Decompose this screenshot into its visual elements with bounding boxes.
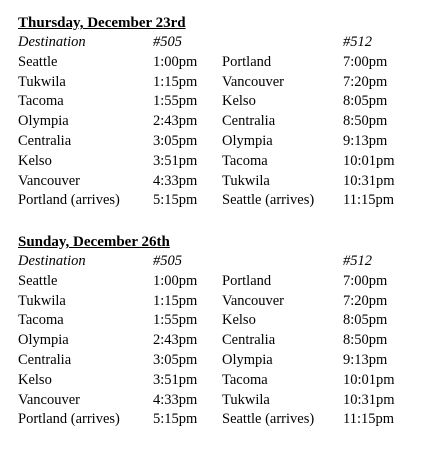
train-505-time: 3:05pm bbox=[153, 132, 198, 149]
train-512-time: 10:01pm bbox=[343, 152, 395, 169]
southbound-destination: Kelso bbox=[222, 93, 256, 110]
northbound-destination: Tacoma bbox=[18, 93, 64, 110]
train-512-time: 9:13pm bbox=[343, 132, 388, 149]
train-505-time: 3:51pm bbox=[153, 371, 198, 388]
train-512-time: 8:05pm bbox=[343, 312, 388, 329]
train-505-time: 5:15pm bbox=[153, 192, 198, 209]
northbound-destination: Kelso bbox=[18, 371, 52, 388]
train-512-time: 10:31pm bbox=[343, 391, 395, 408]
train-505-time: 5:15pm bbox=[153, 411, 198, 428]
train-512-time: 8:05pm bbox=[343, 93, 388, 110]
schedule-row: Seattle 1:00pm Portland 7:00pm bbox=[18, 272, 418, 292]
train-505-time: 4:33pm bbox=[153, 172, 198, 189]
southbound-destination: Seattle (arrives) bbox=[222, 411, 315, 428]
schedule-section-thursday: Thursday, December 23rd Destination #505… bbox=[18, 13, 418, 211]
southbound-destination: Tukwila bbox=[222, 391, 270, 408]
southbound-destination: Seattle (arrives) bbox=[222, 192, 315, 209]
northbound-destination: Centralia bbox=[18, 132, 72, 149]
northbound-destination: Seattle bbox=[18, 272, 58, 289]
northbound-destination: Portland (arrives) bbox=[18, 192, 120, 209]
train-505-time: 3:51pm bbox=[153, 152, 198, 169]
southbound-destination: Kelso bbox=[222, 312, 256, 329]
southbound-destination: Portland bbox=[222, 272, 272, 289]
train-505-time: 1:55pm bbox=[153, 93, 198, 110]
train-512-time: 7:20pm bbox=[343, 73, 388, 90]
train-512-column-header: #512 bbox=[343, 253, 372, 269]
schedule-row: Seattle 1:00pm Portland 7:00pm bbox=[18, 53, 418, 73]
train-505-time: 1:55pm bbox=[153, 312, 198, 329]
train-505-column-header: #505 bbox=[153, 253, 182, 269]
northbound-destination: Centralia bbox=[18, 351, 72, 368]
train-512-time: 7:00pm bbox=[343, 53, 388, 70]
train-505-column-header: #505 bbox=[153, 34, 182, 50]
southbound-destination: Olympia bbox=[222, 132, 273, 149]
northbound-destination: Olympia bbox=[18, 113, 69, 130]
northbound-destination: Tukwila bbox=[18, 292, 66, 309]
destination-column-header: Destination bbox=[18, 34, 86, 50]
train-512-time: 8:50pm bbox=[343, 113, 388, 130]
northbound-destination: Vancouver bbox=[18, 391, 81, 408]
northbound-destination: Kelso bbox=[18, 152, 52, 169]
southbound-destination: Olympia bbox=[222, 351, 273, 368]
schedule-row: Tacoma 1:55pm Kelso 8:05pm bbox=[18, 92, 418, 112]
northbound-destination: Olympia bbox=[18, 332, 69, 349]
schedule-row: Tukwila 1:15pm Vancouver 7:20pm bbox=[18, 73, 418, 93]
schedule-section-sunday: Sunday, December 26th Destination #505 #… bbox=[18, 232, 418, 430]
column-header-row: Destination #505 #512 bbox=[18, 33, 418, 53]
train-505-time: 1:00pm bbox=[153, 272, 198, 289]
schedule-row: Portland (arrives) 5:15pm Seattle (arriv… bbox=[18, 410, 418, 430]
schedule-row: Vancouver 4:33pm Tukwila 10:31pm bbox=[18, 172, 418, 192]
southbound-destination: Tacoma bbox=[222, 371, 268, 388]
schedule-row: Centralia 3:05pm Olympia 9:13pm bbox=[18, 132, 418, 152]
destination-column-header: Destination bbox=[18, 253, 86, 269]
train-512-time: 8:50pm bbox=[343, 332, 388, 349]
schedule-row: Tukwila 1:15pm Vancouver 7:20pm bbox=[18, 292, 418, 312]
northbound-destination: Portland (arrives) bbox=[18, 411, 120, 428]
train-512-time: 11:15pm bbox=[343, 411, 395, 428]
southbound-destination: Centralia bbox=[222, 113, 276, 130]
train-505-time: 2:43pm bbox=[153, 113, 198, 130]
train-505-time: 1:15pm bbox=[153, 73, 198, 90]
northbound-destination: Seattle bbox=[18, 53, 58, 70]
train-512-time: 10:01pm bbox=[343, 371, 395, 388]
southbound-destination: Portland bbox=[222, 53, 272, 70]
schedule-row: Tacoma 1:55pm Kelso 8:05pm bbox=[18, 311, 418, 331]
train-505-time: 1:00pm bbox=[153, 53, 198, 70]
southbound-destination: Centralia bbox=[222, 332, 276, 349]
schedule-date-heading: Sunday, December 26th bbox=[18, 234, 170, 250]
northbound-destination: Tacoma bbox=[18, 312, 64, 329]
northbound-destination: Vancouver bbox=[18, 172, 81, 189]
schedule-row: Portland (arrives) 5:15pm Seattle (arriv… bbox=[18, 191, 418, 211]
train-512-column-header: #512 bbox=[343, 34, 372, 50]
train-512-time: 7:20pm bbox=[343, 292, 388, 309]
southbound-destination: Tacoma bbox=[222, 152, 268, 169]
train-512-time: 7:00pm bbox=[343, 272, 388, 289]
schedule-date-heading: Thursday, December 23rd bbox=[18, 15, 186, 31]
northbound-destination: Tukwila bbox=[18, 73, 66, 90]
southbound-destination: Vancouver bbox=[222, 292, 285, 309]
train-512-time: 10:31pm bbox=[343, 172, 395, 189]
southbound-destination: Vancouver bbox=[222, 73, 285, 90]
southbound-destination: Tukwila bbox=[222, 172, 270, 189]
train-505-time: 4:33pm bbox=[153, 391, 198, 408]
schedule-row: Olympia 2:43pm Centralia 8:50pm bbox=[18, 112, 418, 132]
train-505-time: 2:43pm bbox=[153, 332, 198, 349]
column-header-row: Destination #505 #512 bbox=[18, 252, 418, 272]
train-512-time: 11:15pm bbox=[343, 192, 395, 209]
schedule-row: Centralia 3:05pm Olympia 9:13pm bbox=[18, 351, 418, 371]
train-512-time: 9:13pm bbox=[343, 351, 388, 368]
schedule-row: Kelso 3:51pm Tacoma 10:01pm bbox=[18, 152, 418, 172]
schedule-row: Vancouver 4:33pm Tukwila 10:31pm bbox=[18, 391, 418, 411]
train-505-time: 1:15pm bbox=[153, 292, 198, 309]
train-505-time: 3:05pm bbox=[153, 351, 198, 368]
schedule-row: Kelso 3:51pm Tacoma 10:01pm bbox=[18, 371, 418, 391]
schedule-row: Olympia 2:43pm Centralia 8:50pm bbox=[18, 331, 418, 351]
